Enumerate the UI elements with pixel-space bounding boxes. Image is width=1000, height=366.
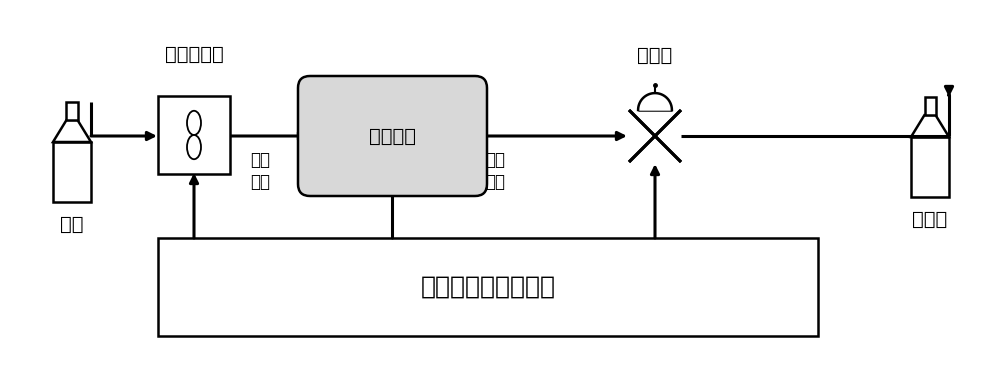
Polygon shape — [66, 102, 78, 120]
Text: 消解装置: 消解装置 — [369, 127, 416, 146]
Polygon shape — [53, 142, 91, 202]
Polygon shape — [629, 110, 681, 136]
Bar — [158, 96, 230, 174]
Polygon shape — [638, 93, 672, 110]
Ellipse shape — [187, 135, 201, 159]
Polygon shape — [629, 136, 681, 162]
Text: 水样
进口: 水样 进口 — [250, 151, 270, 191]
Polygon shape — [911, 137, 949, 197]
Bar — [158, 238, 818, 336]
Text: 水样
出口: 水样 出口 — [485, 151, 505, 191]
Polygon shape — [911, 115, 949, 137]
Text: 电路驱动与控制模块: 电路驱动与控制模块 — [420, 275, 556, 299]
Text: 微型阀: 微型阀 — [637, 46, 673, 65]
Text: 微型隔膜泵: 微型隔膜泵 — [165, 45, 223, 63]
Polygon shape — [925, 97, 936, 115]
Text: 水样: 水样 — [60, 214, 84, 234]
Text: 测试腔: 测试腔 — [912, 209, 948, 228]
Ellipse shape — [187, 111, 201, 135]
Polygon shape — [53, 120, 91, 142]
FancyBboxPatch shape — [298, 76, 487, 196]
